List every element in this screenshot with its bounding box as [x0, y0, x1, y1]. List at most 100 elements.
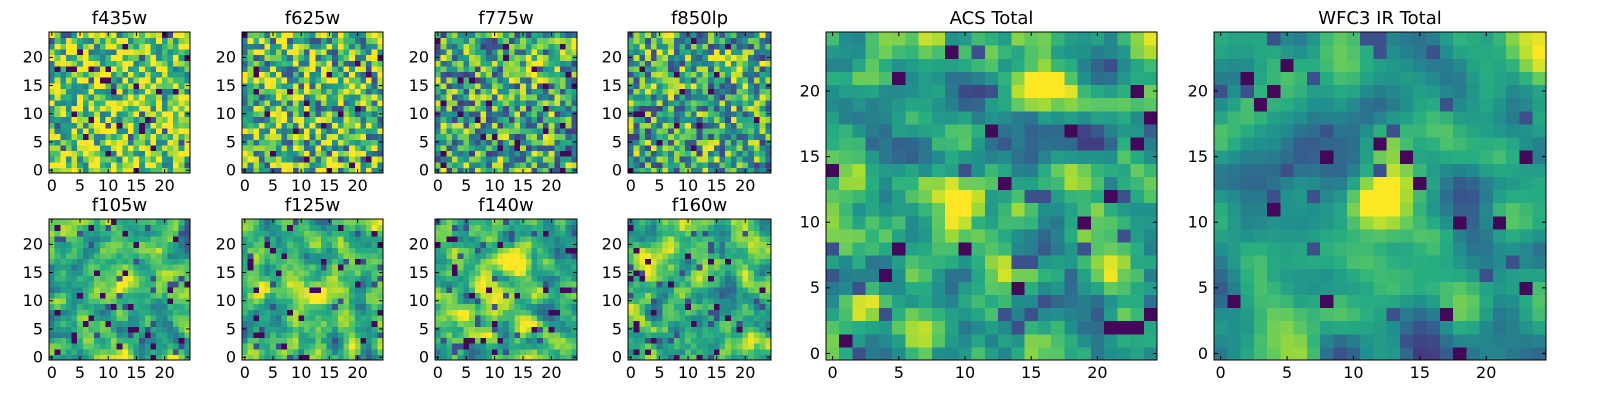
heatmap-cell: [469, 60, 476, 67]
heatmap-cell: [520, 314, 527, 322]
heatmap-cell: [144, 65, 152, 73]
heatmap-cell: [514, 269, 521, 276]
heatmap-cell: [713, 348, 721, 355]
heatmap-cell: [559, 127, 567, 135]
heatmap-cell: [122, 150, 129, 157]
heatmap-cell: [679, 77, 686, 84]
heatmap-cell: [315, 94, 322, 101]
panel-title: f140w: [478, 195, 533, 216]
heatmap-cell: [508, 48, 516, 56]
heatmap-cell: [178, 37, 185, 44]
heatmap-cell: [105, 275, 112, 282]
heatmap-cell: [565, 88, 572, 95]
heatmap-cell: [264, 167, 271, 174]
heatmap-cell: [690, 354, 698, 361]
heatmap-cell: [122, 297, 129, 305]
heatmap-cell: [275, 224, 283, 231]
heatmap-cell: [457, 133, 464, 140]
heatmap-cell: [309, 337, 316, 344]
heatmap-cell: [337, 88, 345, 95]
heatmap-cell: [315, 314, 322, 322]
heatmap-cell: [184, 105, 191, 112]
heatmap-cell: [184, 281, 191, 288]
heatmap-cell: [457, 292, 464, 299]
heatmap-cell: [650, 105, 658, 112]
heatmap-cell: [736, 127, 743, 135]
heatmap-cell: [525, 331, 533, 339]
heatmap-cell: [292, 82, 299, 89]
heatmap-cell: [491, 54, 499, 61]
heatmap-cell: [497, 275, 504, 282]
heatmap-cell: [82, 105, 90, 112]
heatmap-cell: [292, 43, 299, 50]
heatmap-cell: [469, 343, 476, 350]
heatmap-cell: [116, 122, 123, 129]
heatmap-cell: [765, 116, 772, 123]
heatmap-cell: [82, 77, 90, 84]
heatmap-cell: [713, 122, 721, 129]
heatmap-cell: [242, 116, 249, 123]
heatmap-cell: [508, 348, 516, 355]
heatmap-cell: [713, 320, 721, 327]
heatmap-cell: [133, 303, 140, 310]
heatmap-cell: [264, 65, 271, 73]
heatmap-cell: [542, 343, 550, 350]
heatmap-cell: [702, 37, 709, 44]
heatmap-cell: [702, 99, 709, 106]
heatmap-cell: [111, 320, 118, 327]
heatmap-cell: [497, 60, 504, 67]
heatmap-cell: [520, 94, 527, 101]
heatmap-cell: [508, 292, 516, 299]
heatmap-cell: [127, 303, 135, 310]
heatmap-cell: [656, 133, 663, 140]
heatmap-cell: [508, 252, 516, 260]
heatmap-cell: [88, 269, 95, 276]
heatmap-cell: [258, 127, 266, 135]
heatmap-cell: [742, 156, 749, 163]
heatmap-cell: [639, 292, 646, 299]
heatmap-cell: [343, 297, 350, 305]
heatmap-cell: [708, 292, 715, 299]
heatmap-cell: [105, 224, 112, 231]
heatmap-cell: [173, 150, 180, 157]
heatmap-cell: [679, 281, 686, 288]
heatmap-cell: [60, 314, 67, 322]
heatmap-cell: [99, 32, 106, 39]
heatmap-cell: [469, 116, 476, 123]
heatmap-cell: [94, 133, 101, 140]
heatmap-cell: [127, 144, 135, 152]
heatmap-cell: [320, 48, 328, 56]
heatmap-cell: [82, 247, 90, 254]
heatmap-cell: [452, 48, 459, 56]
heatmap-cell: [628, 43, 635, 50]
heatmap-cell: [133, 320, 140, 327]
heatmap-cell: [354, 303, 362, 310]
heatmap-cell: [725, 88, 732, 95]
heatmap-cell: [173, 99, 180, 106]
heatmap-cell: [377, 224, 384, 231]
heatmap-cell: [150, 54, 157, 61]
heatmap-cell: [309, 241, 316, 248]
heatmap-cell: [60, 65, 67, 73]
heatmap-cell: [178, 258, 185, 265]
heatmap-cell: [377, 303, 384, 310]
heatmap-cell: [242, 275, 249, 282]
heatmap-cell: [161, 343, 169, 350]
heatmap-cell: [491, 275, 499, 282]
heatmap-cell: [71, 116, 78, 123]
heatmap-cell: [54, 37, 61, 44]
heatmap-cell: [440, 43, 447, 50]
heatmap-cell: [150, 116, 157, 123]
heatmap-cell: [77, 161, 84, 168]
heatmap-cell: [65, 32, 73, 39]
heatmap-cell: [349, 71, 356, 78]
heatmap-cell: [71, 314, 78, 322]
heatmap-cell: [514, 348, 521, 355]
heatmap-cell: [287, 337, 294, 344]
heatmap-cell: [371, 60, 378, 67]
heatmap-cell: [150, 71, 157, 78]
heatmap-cell: [696, 71, 703, 78]
heatmap-cell: [725, 99, 732, 106]
heatmap-cell: [65, 88, 73, 95]
heatmap-cell: [457, 230, 464, 237]
